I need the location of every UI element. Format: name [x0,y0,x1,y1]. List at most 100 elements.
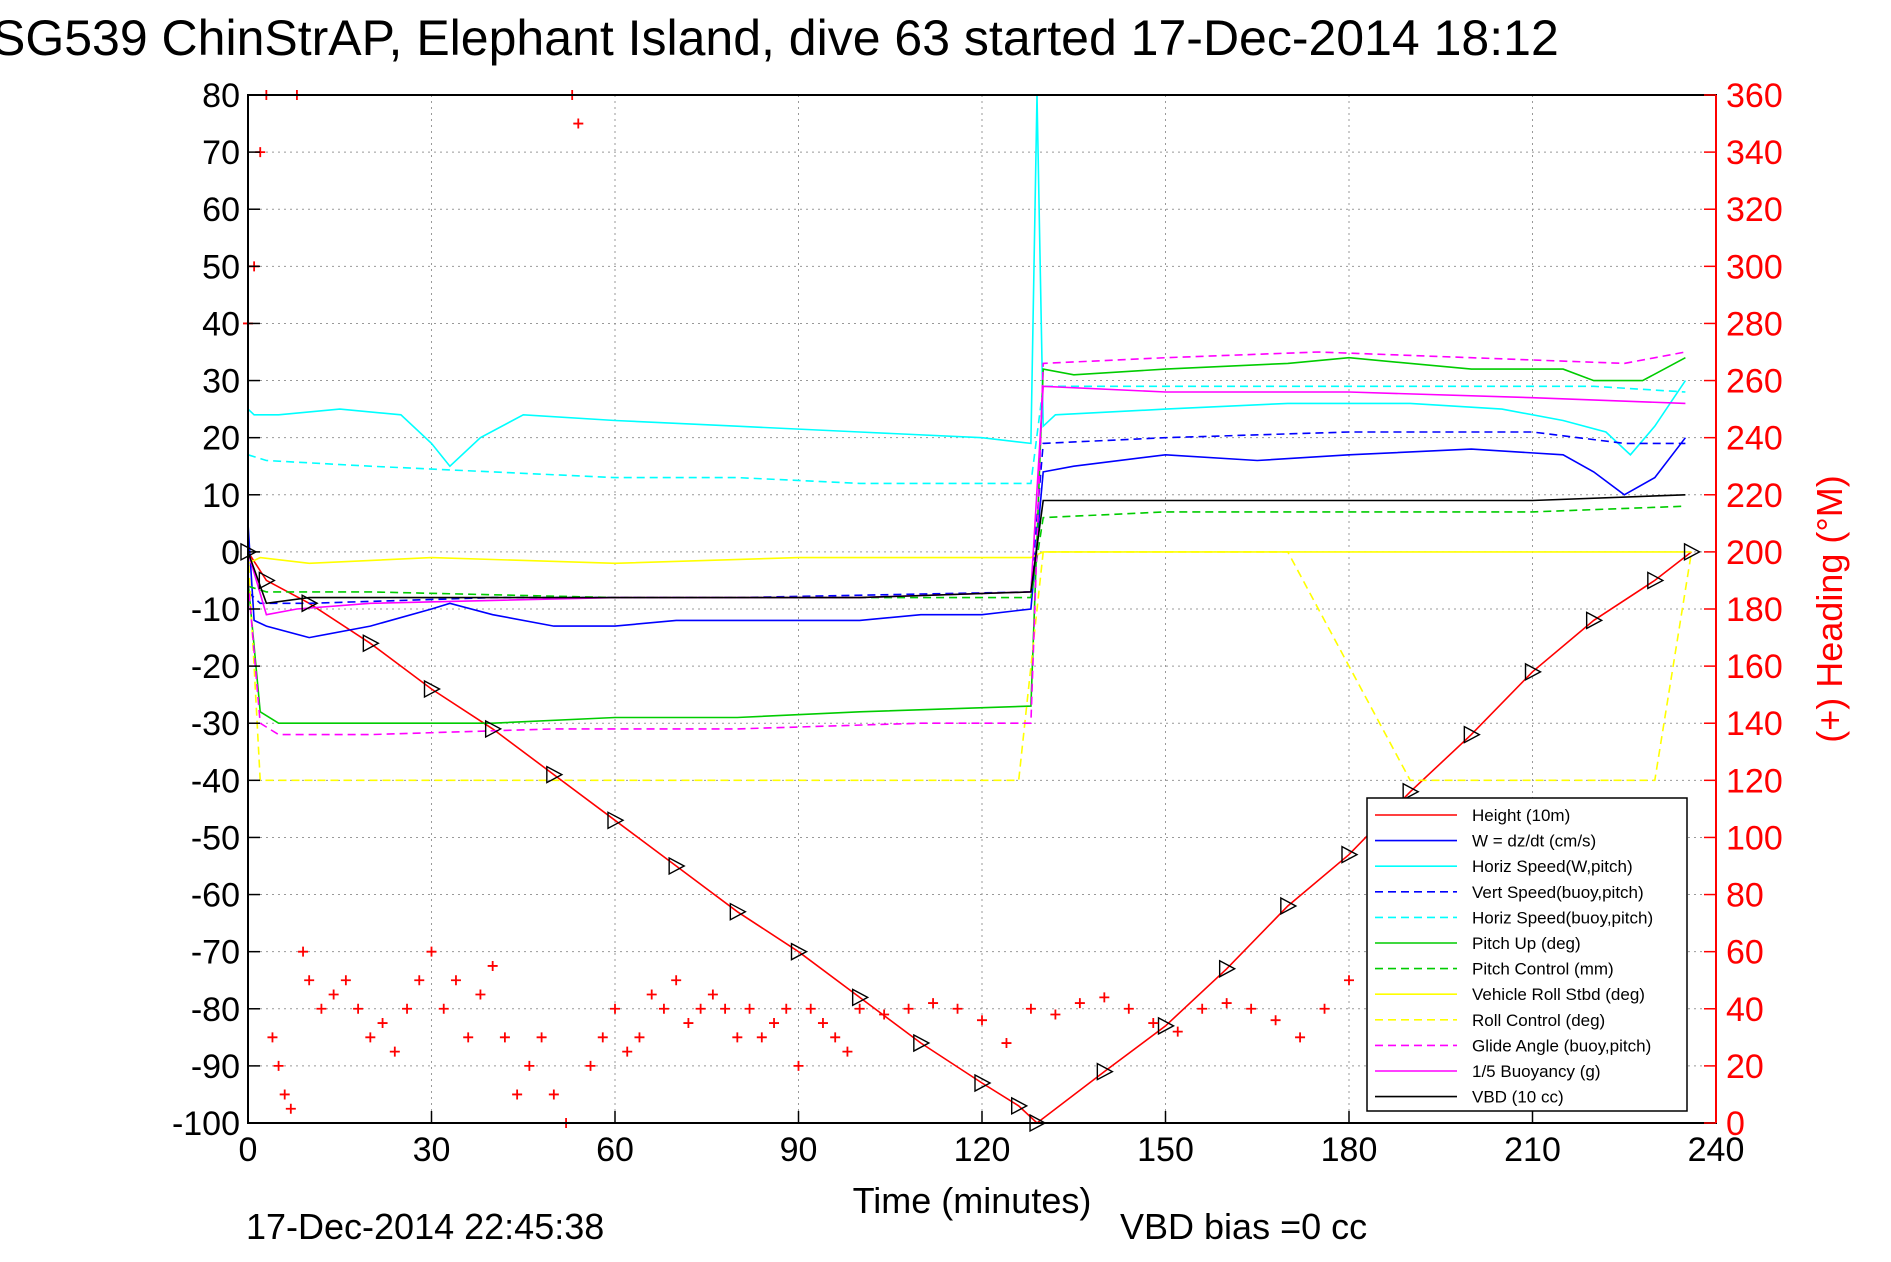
heading-point [977,1015,987,1026]
heading-point [830,1032,841,1043]
heading-point [683,1018,694,1029]
heading-point [426,946,437,957]
heading-point [402,1003,413,1014]
x-tick-label: 30 [413,1131,451,1169]
y2-tick-label: 200 [1726,534,1783,572]
y2-tick-label: 280 [1726,305,1783,343]
depth-point [1647,571,1665,590]
depth-point [1341,845,1359,864]
legend-entry: Horiz Speed(W,pitch) [1472,857,1633,876]
series-line-vert-speed-buoy-pitch [247,431,1686,605]
y-tick-label: 30 [202,363,240,401]
y-tick-label: -30 [191,705,240,743]
x-tick-label: 180 [1321,1131,1378,1169]
heading-point [1221,998,1232,1009]
y2-tick-label: 20 [1726,1048,1764,1086]
heading-point [1172,1026,1183,1037]
x-tick-label: 240 [1688,1131,1745,1169]
heading-point [316,1003,327,1014]
y2-tick-label: 260 [1726,363,1783,401]
y-tick-label: -80 [191,991,240,1029]
series-line-vehicle-roll-stbd-deg [247,551,1692,565]
heading-point [512,1089,523,1100]
vbd-bias-footer: VBD bias =0 cc [1120,1206,1367,1247]
heading-point [1295,1032,1306,1043]
depth-point [1218,959,1237,978]
heading-point [720,1003,731,1014]
legend-entry: Horiz Speed(buoy,pitch) [1472,908,1653,927]
legend-entry: Pitch Up (deg) [1472,934,1581,953]
heading-point [499,1032,510,1043]
y-tick-label: -10 [191,591,240,629]
heading-point [328,989,339,1000]
heading-point [548,1089,559,1100]
legend-box [1366,797,1688,1112]
heading-point [1050,1009,1061,1020]
heading-point [769,1018,780,1029]
heading-point [781,1003,792,1014]
heading-point [304,975,315,986]
heading-point [1123,1003,1134,1014]
y-tick-label: -20 [191,648,240,686]
x-tick-label: 0 [239,1131,258,1169]
depth-point [729,902,747,921]
depth-point [362,634,380,653]
legend-entry: Vert Speed(buoy,pitch) [1472,883,1644,902]
series-markers [240,90,1702,1133]
heading-point [1344,975,1354,986]
heading-point [854,1003,865,1014]
y-tick-label: 80 [202,77,240,115]
legend-entry: Roll Control (deg) [1472,1011,1605,1030]
legend-entry: W = dz/dt (cm/s) [1472,832,1596,851]
heading-point [285,1103,296,1114]
y2-tick-label: 0 [1726,1105,1745,1143]
legend: Height (10m) W = dz/dt (cm/s) Horiz Speed(… [1366,797,1688,1112]
x-tick-label: 150 [1137,1131,1194,1169]
heading-point [756,1032,767,1043]
heading-point [298,946,309,957]
heading-point [658,1003,669,1014]
x-tick-label: 120 [954,1131,1011,1169]
y2-tick-label: 100 [1726,819,1783,857]
depth-point [607,811,625,830]
heading-point [622,1046,633,1057]
x-tick-label: 210 [1504,1131,1561,1169]
legend-entry: VBD (10 cc) [1472,1088,1564,1107]
y2-tick-label: 40 [1726,991,1764,1029]
heading-point [634,1032,645,1043]
x-axis-ticks: 0 30 60 90 120 150 180 210 240 [239,1111,1745,1169]
depth-point [484,719,503,739]
y2-tick-label: 60 [1726,934,1764,972]
left-axis-ticks: 80 70 60 50 40 30 20 10 0 -10 -20 -30 -40 -50 -60 -70 -8… [172,77,260,1143]
heading-point [267,1032,278,1043]
heading-point [438,1003,449,1014]
series-line-glide-angle-buoy-pitch [247,351,1686,736]
series-line-vbd-10-cc [247,494,1686,605]
heading-point [1270,1015,1281,1026]
y-tick-label: 0 [221,534,240,572]
y2-tick-label: 360 [1726,77,1783,115]
y-tick-label: -100 [172,1105,240,1143]
heading-point [805,1003,816,1014]
y2-tick-label: 320 [1726,191,1783,229]
right-axis-label: (+) Heading (°M) [1809,475,1850,742]
timestamp-footer: 17-Dec-2014 22:45:38 [246,1206,604,1247]
heading-point [610,1003,620,1014]
series-line-horiz-speed-buoy-pitch [247,385,1686,485]
heading-point [585,1060,596,1071]
legend-entry: Height (10m) [1472,806,1570,825]
y2-tick-label: 120 [1726,762,1783,800]
y2-tick-label: 300 [1726,248,1783,286]
y-tick-label: -50 [191,819,240,857]
depth-point [1157,1016,1175,1036]
heading-point [414,975,425,986]
heading-point [463,1032,474,1043]
heading-point [1197,1003,1208,1014]
heading-point [353,1003,364,1014]
series-line-pitch-up-deg [247,356,1686,725]
y-tick-label: -90 [191,1048,240,1086]
y-tick-label: 70 [202,134,240,172]
chart-title: SG539 ChinStrAP, Elephant Island, dive 6… [0,10,1559,66]
depth-point [1683,542,1702,562]
heading-point [646,989,657,1000]
